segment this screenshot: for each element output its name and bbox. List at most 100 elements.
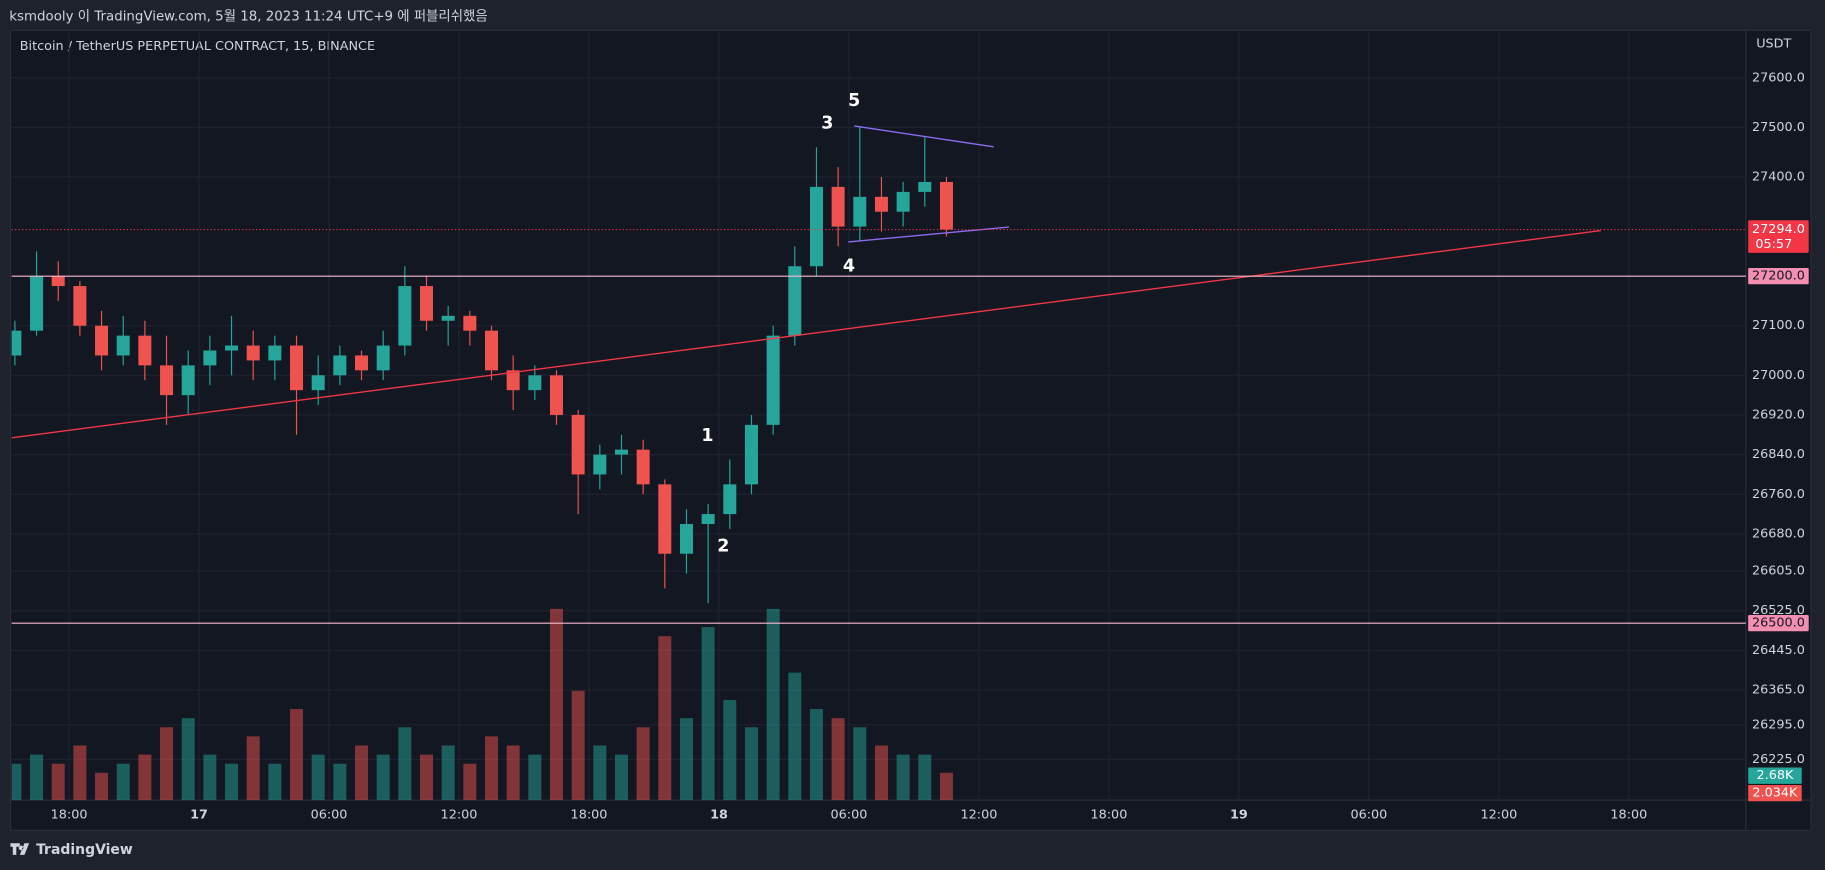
volume-bar (181, 718, 195, 801)
candle-body (636, 449, 650, 485)
volume-bar (311, 754, 325, 801)
y-tick-label: 26295.0 (1752, 717, 1805, 732)
y-tick-label: 26840.0 (1752, 447, 1805, 462)
price-label: 27200.0 (1752, 269, 1805, 284)
last-price-bg (1748, 220, 1809, 253)
x-tick-label: 18:00 (51, 808, 88, 823)
volume-bar (939, 772, 953, 801)
candle-body (853, 196, 867, 227)
candle-body (939, 181, 953, 230)
volume-bar (658, 636, 672, 801)
candle-body (333, 355, 347, 376)
x-tick-label: 19 (1230, 808, 1248, 823)
volume-bar (73, 745, 87, 801)
x-tick-label: 12:00 (1480, 808, 1517, 823)
volume-label-bg (1748, 767, 1802, 784)
volume-bar (723, 699, 737, 801)
candle-body (225, 345, 239, 351)
y-tick-label: 27100.0 (1752, 318, 1805, 333)
candle-body (679, 524, 693, 554)
candle-body (506, 370, 520, 391)
candle-body (874, 196, 888, 212)
candle-body (744, 424, 758, 485)
footer-brand: TradingView (36, 842, 133, 858)
candle-body (160, 365, 174, 396)
volume-bar (246, 736, 260, 801)
volume-bar (918, 754, 932, 801)
volume-bar (441, 745, 455, 801)
volume-bar (809, 709, 823, 801)
volume-bar (485, 736, 498, 801)
chart-frame (9, 29, 1812, 831)
x-tick-label: 18:00 (571, 808, 608, 823)
volume-bar (225, 763, 239, 801)
price-label: 26500.0 (1752, 616, 1805, 631)
y-tick-label: 26760.0 (1752, 487, 1805, 502)
y-tick-label: 27000.0 (1752, 368, 1805, 383)
volume-bar (528, 754, 542, 801)
candle-body (723, 484, 737, 515)
candle-body (95, 325, 109, 356)
x-tick-label: 18 (710, 808, 728, 823)
candle-body (896, 191, 910, 212)
candle-body (268, 345, 282, 361)
candle-body (441, 315, 455, 321)
candle-body (614, 449, 628, 455)
candle-body (73, 286, 87, 326)
candle-body (398, 286, 412, 346)
volume-label: 2.68K (1757, 768, 1794, 783)
volume-bar (614, 754, 628, 801)
volume-label-bg (1748, 784, 1802, 802)
volume-bar (788, 672, 802, 801)
volume-bar (268, 763, 282, 801)
volume-bar (51, 763, 65, 801)
wave-label: 5 (848, 91, 860, 111)
y-tick-label: 26365.0 (1752, 683, 1805, 698)
candle-body (181, 365, 195, 396)
volume-bar (766, 608, 780, 801)
x-tick-label: 18:00 (1090, 808, 1127, 823)
wave-label: 2 (717, 536, 729, 556)
volume-bar (549, 608, 563, 801)
volume-bar (203, 754, 217, 801)
volume-bar (376, 754, 390, 801)
volume-bar (11, 763, 22, 801)
volume-bar (355, 745, 369, 801)
candle-body (593, 454, 607, 475)
candle-body (30, 276, 44, 331)
candle-body (701, 514, 715, 525)
candle-body (290, 345, 304, 391)
candle-body (51, 276, 65, 287)
y-tick-label: 26445.0 (1752, 643, 1805, 658)
volume-bar (138, 754, 152, 801)
price-label-bg (1748, 614, 1809, 632)
candle-body (355, 355, 369, 371)
currency-label: USDT (1756, 37, 1791, 52)
candle-body (116, 335, 130, 356)
chart-title: Bitcoin / TetherUS PERPETUAL CONTRACT, 1… (20, 39, 375, 54)
candle-body (766, 335, 780, 425)
volume-bar (506, 745, 520, 801)
volume-bar (333, 763, 347, 801)
y-tick-label: 26525.0 (1752, 603, 1805, 618)
volume-bar (420, 754, 434, 801)
x-tick-label: 06:00 (1350, 808, 1387, 823)
candle-body (571, 414, 585, 475)
header-text: ksmdooly 이 TradingView.com, 5월 18, 2023 … (9, 8, 487, 24)
candle-body (831, 186, 845, 227)
last-price-label: 27294.0 (1752, 222, 1805, 237)
candle-body (420, 286, 434, 321)
volume-bar (463, 763, 477, 801)
x-tick-label: 17 (190, 808, 208, 823)
candle-body (138, 335, 152, 366)
wave-label: 3 (821, 113, 833, 133)
x-tick-label: 06:00 (311, 808, 348, 823)
candle-body (809, 186, 823, 267)
candle-body (549, 375, 563, 415)
wave-label: 4 (843, 257, 855, 277)
volume-bar (831, 718, 845, 801)
y-tick-label: 26225.0 (1752, 752, 1805, 767)
volume-bar (398, 727, 412, 801)
volume-bar (116, 763, 130, 801)
